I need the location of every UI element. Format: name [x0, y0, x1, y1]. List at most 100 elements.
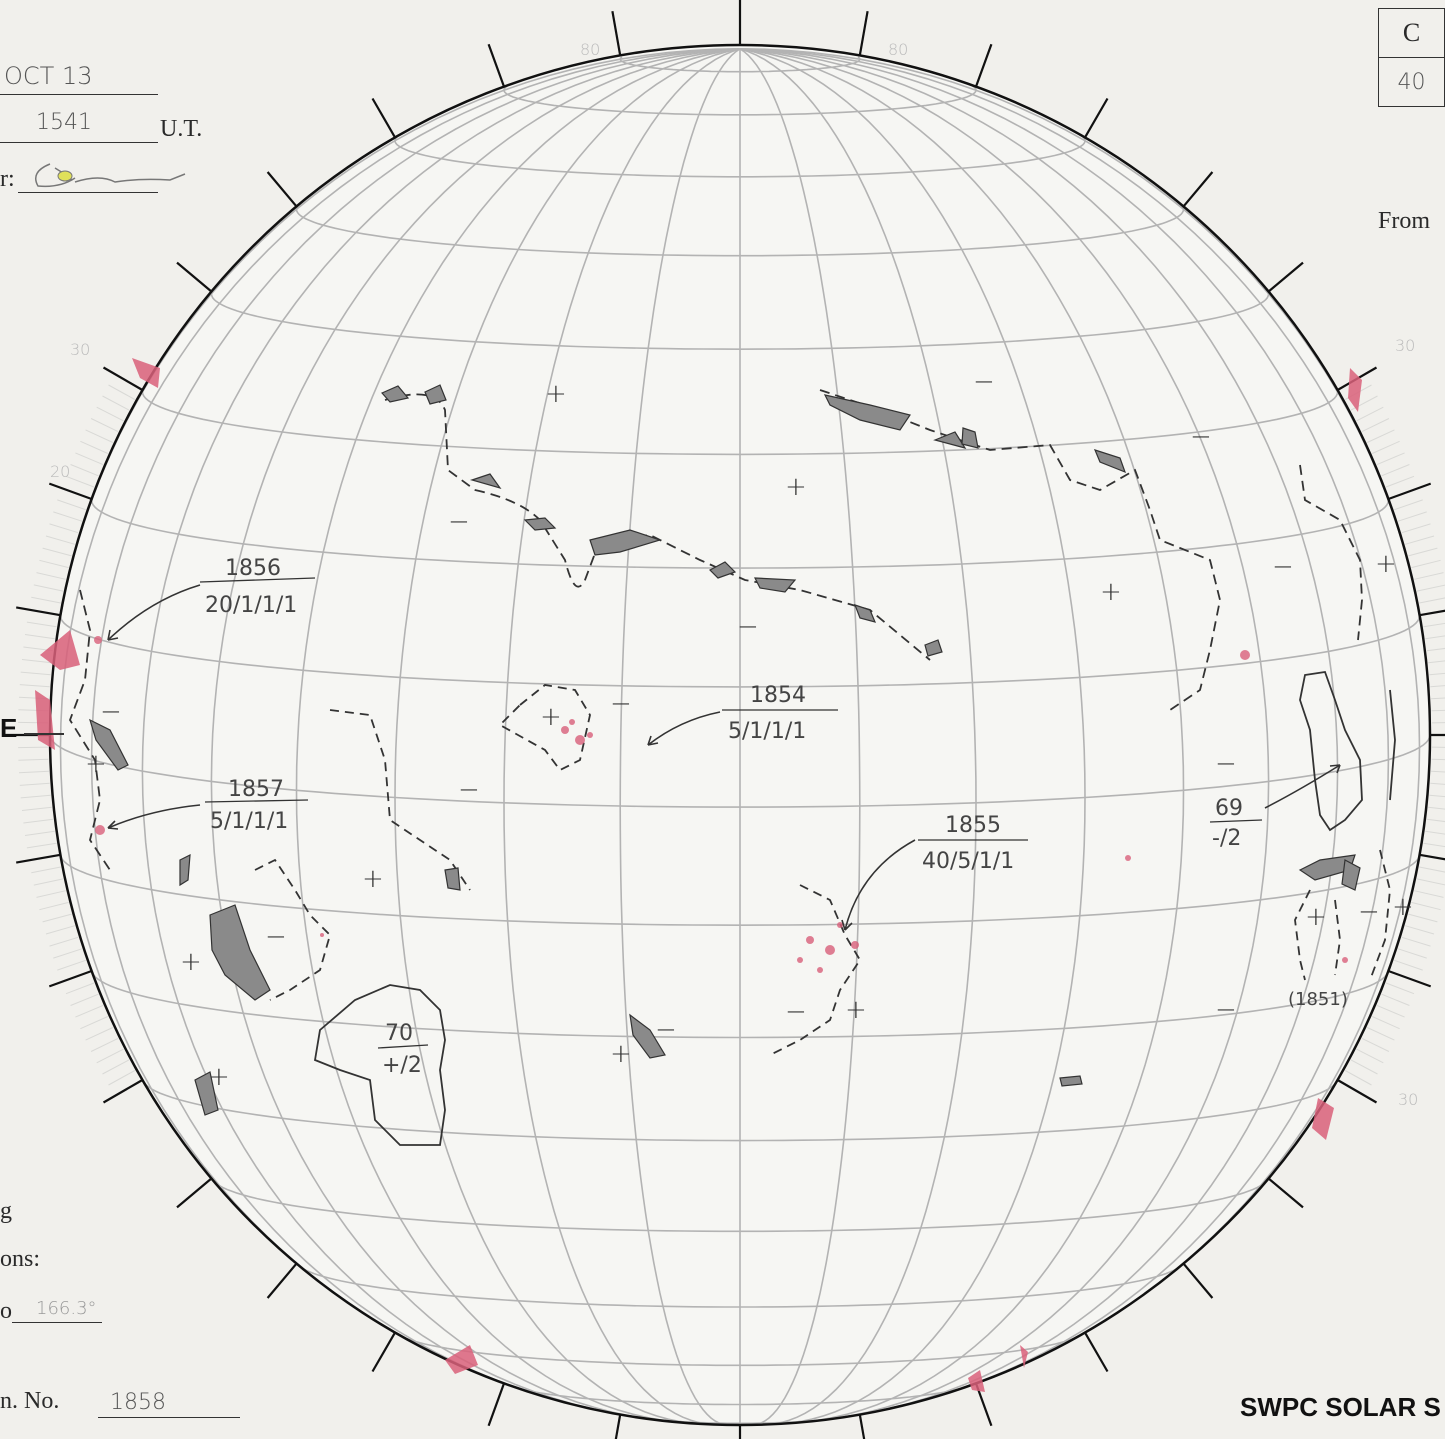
svg-text:+: +	[362, 864, 384, 894]
region-number-label: n. No.	[0, 1388, 60, 1414]
limb-tick	[371, 1332, 396, 1373]
svg-text:−: −	[1215, 995, 1237, 1025]
svg-text:−: −	[1190, 422, 1212, 452]
region-1855-stats: 40/5/1/1	[922, 849, 1014, 874]
svg-text:−: −	[610, 689, 632, 719]
region-1856-number: 1856	[225, 556, 281, 581]
east-marker: E	[0, 713, 18, 743]
svg-text:−: −	[1215, 749, 1237, 779]
region-1855-number: 1855	[945, 813, 1001, 838]
from-label: From	[1378, 208, 1431, 234]
region-70-number: 70	[385, 1021, 413, 1046]
limb-tick	[1388, 482, 1432, 501]
region-1857-stats: 5/1/1/1	[210, 809, 288, 834]
corner-table-value: 40	[1378, 57, 1445, 107]
limb-tick	[1419, 853, 1445, 861]
limb-tick	[176, 261, 213, 293]
svg-text:+: +	[545, 379, 567, 409]
svg-text:+: +	[845, 995, 867, 1025]
svg-text:+: +	[540, 702, 562, 732]
svg-text:+: +	[1392, 892, 1414, 922]
svg-text:−: −	[448, 507, 470, 537]
limb-tick	[1267, 1177, 1304, 1209]
carrington-value: 166.3°	[36, 1298, 97, 1319]
region-labels: 1856 20/1/1/1 1854 5/1/1/1 1857 5/1/1/1 …	[199, 556, 1348, 1078]
limb-tick	[974, 43, 993, 87]
limb-plage-marks	[35, 358, 1362, 1392]
hatched-outlines	[313, 671, 1363, 1146]
notes-line-3-prefix: o	[0, 1298, 12, 1324]
limb-tick	[1084, 1332, 1109, 1373]
limb-tick	[266, 1262, 298, 1299]
svg-text:+: +	[85, 749, 107, 779]
time-underline	[0, 142, 158, 143]
svg-text:−: −	[973, 367, 995, 397]
polarity-marks: + + + + + + + + + + + + + − − − − − − − − − − − − − −	[85, 367, 1414, 1092]
carrington-underline	[12, 1322, 102, 1323]
region-1856-stats: 20/1/1/1	[205, 593, 297, 618]
limb-tick	[16, 853, 61, 864]
grid-label: 30	[1398, 1090, 1419, 1109]
limb-tick	[611, 11, 622, 56]
observer-label: r:	[0, 166, 15, 192]
svg-text:−: −	[785, 997, 807, 1027]
limb-tick	[102, 1079, 143, 1104]
grid-label: 20	[50, 462, 71, 481]
corner-table-header: C	[1378, 8, 1445, 58]
limb-tick	[266, 171, 298, 208]
notes-line-1: g	[0, 1198, 12, 1224]
svg-text:+: +	[180, 947, 202, 977]
limb-tick	[1388, 969, 1432, 988]
limb-tick	[1084, 97, 1109, 138]
limb-tick	[16, 606, 61, 617]
svg-text:−: −	[458, 775, 480, 805]
svg-text:−: −	[1272, 552, 1294, 582]
observer-signature	[35, 163, 186, 188]
region-1854-stats: 5/1/1/1	[728, 719, 806, 744]
limb-tick	[614, 1414, 622, 1439]
limb-tick	[48, 482, 92, 501]
svg-text:−: −	[265, 922, 287, 952]
limb-tick	[1419, 609, 1445, 617]
svg-text:+: +	[1375, 549, 1397, 579]
region-number-value: 1858	[110, 1390, 166, 1415]
limb-tick	[858, 11, 869, 56]
limb-tick	[102, 366, 143, 391]
svg-text:+: +	[785, 472, 807, 502]
region-1857-number: 1857	[228, 777, 284, 802]
svg-text:+: +	[1305, 902, 1327, 932]
region-number-underline	[98, 1417, 240, 1418]
svg-text:−: −	[100, 697, 122, 727]
observer-underline	[18, 192, 158, 193]
limb-tick	[858, 1414, 866, 1439]
date-value: OCT 13	[4, 62, 93, 90]
limb-tick	[1182, 171, 1214, 208]
svg-text:−: −	[1358, 897, 1380, 927]
limb-tick	[487, 1383, 506, 1427]
time-value: 1541	[36, 110, 92, 135]
grid-label: 80	[888, 40, 909, 59]
svg-text:−: −	[655, 1015, 677, 1045]
time-unit-label: U.T.	[160, 116, 203, 142]
corner-data-table: C 40	[1378, 8, 1445, 107]
label-arrows	[107, 584, 1341, 931]
limb-tick	[371, 97, 396, 138]
svg-text:−: −	[737, 612, 759, 642]
limb-tick	[1337, 1079, 1378, 1104]
svg-text:+: +	[1100, 577, 1122, 607]
region-69-number: 69	[1215, 796, 1243, 821]
limb-tick	[176, 1177, 213, 1209]
svg-text:+: +	[610, 1039, 632, 1069]
limb-tick	[487, 43, 506, 87]
sunspot-sketches	[89, 384, 1361, 1116]
heliographic-grid	[50, 48, 1430, 1425]
footer-title: SWPC SOLAR S	[1240, 1392, 1441, 1422]
limb-tick	[1267, 261, 1304, 293]
limb-tick	[48, 969, 92, 988]
grid-label: 30	[70, 340, 91, 359]
grid-label: 80	[580, 40, 601, 59]
grid-label: 30	[1395, 336, 1416, 355]
region-1851-number: (1851)	[1288, 989, 1348, 1010]
